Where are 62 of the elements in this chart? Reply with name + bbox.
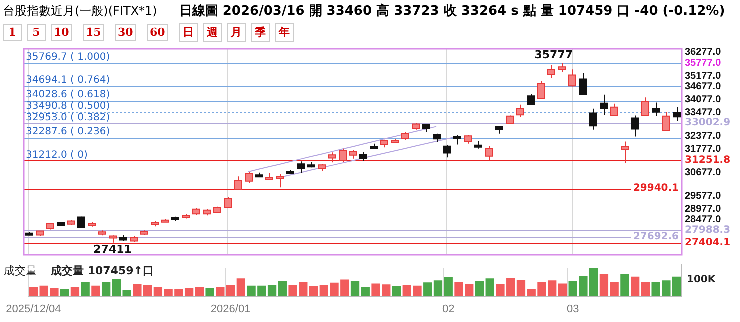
bar	[558, 284, 568, 297]
bar	[434, 280, 443, 297]
chart-subtitle: 日線圖 2026/03/16 開 33460 高 33723 收 33264 s 點 量 107459 口 -40 (-0.12%)	[179, 4, 726, 19]
annotation: 35777	[534, 48, 574, 62]
bar	[630, 276, 640, 297]
annotation: 32287.6 ( 0.236)	[26, 126, 110, 138]
bar	[81, 282, 90, 297]
ref-line-label: 27692.6	[633, 231, 680, 242]
bar	[361, 287, 370, 297]
bar	[195, 287, 204, 297]
bar	[70, 286, 80, 297]
bar	[309, 286, 318, 297]
bar	[641, 282, 650, 297]
y-tick-label: 28477.0	[685, 214, 722, 226]
y-tick-label: 31777.0	[685, 144, 722, 155]
annotation: 成交量 107459↑口	[50, 264, 154, 278]
bar	[486, 278, 494, 297]
bar	[392, 286, 402, 297]
x-tick-label: 2026/01	[210, 303, 251, 316]
text: 100K	[687, 274, 717, 286]
bar	[206, 288, 214, 297]
annotation: 31212.0 ( 0)	[26, 150, 88, 161]
chart-title: 成交量	[4, 264, 37, 278]
y-tick-label: 32377.0	[685, 130, 722, 142]
ref-line-label: 33002.9	[685, 117, 731, 128]
y-tick-label: 34077.0	[685, 94, 722, 106]
annotation: 34028.6 ( 0.618)	[26, 89, 110, 100]
x-tick-label: 03	[566, 303, 580, 316]
annotation: 34694.1 ( 0.764)	[26, 75, 110, 86]
bar	[424, 282, 432, 297]
bar	[278, 281, 287, 297]
x-tick-label: 2025/12/04	[6, 303, 62, 316]
bar	[350, 281, 360, 297]
bar	[475, 281, 484, 297]
bar	[60, 288, 70, 297]
y-tick-label: 33477.0	[685, 107, 722, 118]
annotation: 27411	[94, 243, 132, 256]
ref-line-label: 27988.3	[685, 225, 731, 236]
bar	[444, 277, 453, 297]
bar	[92, 286, 100, 297]
chart-title: 台股指數近月(一般)(FITX*1)	[3, 4, 158, 18]
bar	[516, 280, 526, 297]
bar	[29, 287, 38, 297]
bar	[620, 274, 630, 297]
ref-line-label: 27404.1	[685, 238, 731, 249]
bar	[268, 284, 277, 297]
bar	[236, 278, 246, 297]
y-tick-label: 35777.0	[685, 58, 722, 69]
annotation: 35769.7 ( 1.000)	[26, 52, 110, 63]
y-tick-label: 35177.0	[685, 70, 722, 82]
x-tick-label: 02	[442, 303, 455, 316]
annotation: 33490.8 ( 0.500)	[26, 100, 110, 112]
y-tick-label: 36277.0	[685, 47, 722, 58]
bar	[102, 282, 111, 297]
text: 1 5 10 15 30 60 日 週 月 季 年	[8, 26, 290, 39]
annotation: 32953.0 ( 0.382)	[26, 112, 110, 124]
y-tick-label: 34677.0	[685, 82, 722, 93]
ref-line-label: 29940.1	[633, 183, 680, 194]
y-tick-label: 28977.0	[685, 204, 722, 215]
ref-line-label: 31251.8	[685, 154, 731, 166]
y-tick-label: 30677.0	[685, 167, 722, 178]
y-tick-label: 29577.0	[685, 191, 722, 202]
